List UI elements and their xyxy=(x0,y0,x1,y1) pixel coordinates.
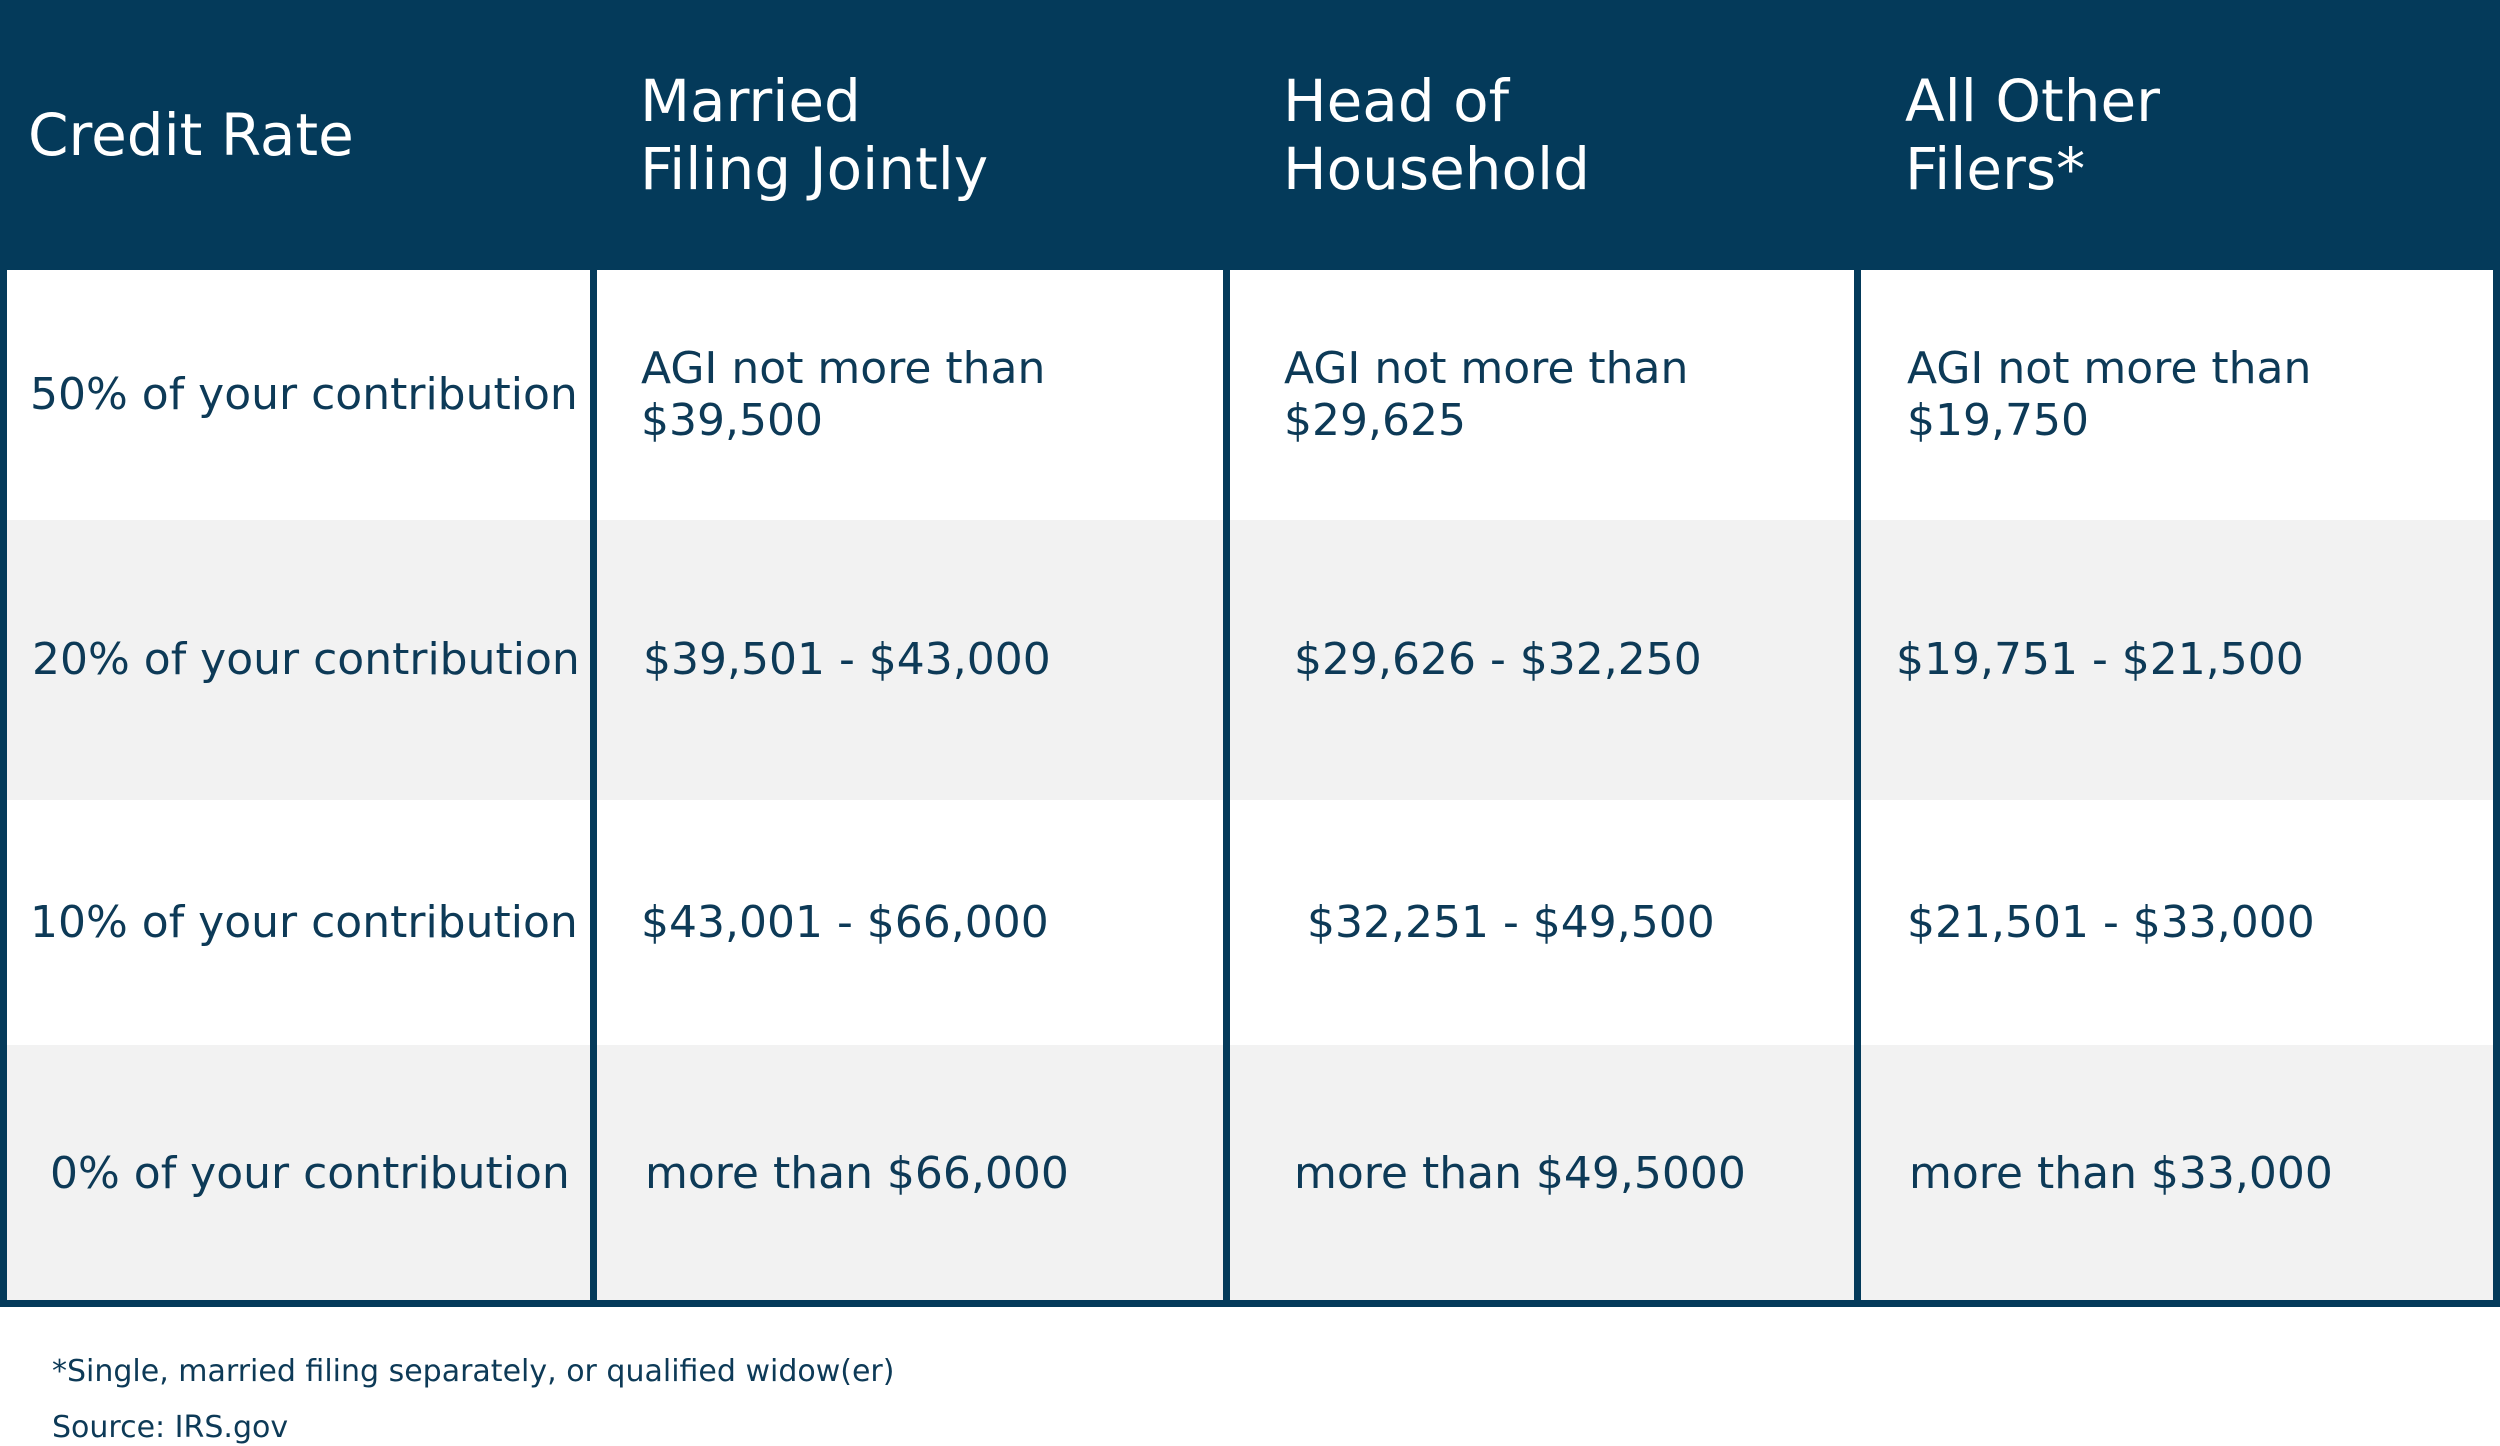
all-other-filers-cell: $19,751 - $21,500 xyxy=(1896,634,2304,685)
all-other-filers-cell: AGI not more than $19,750 xyxy=(1907,343,2312,446)
column-divider xyxy=(1223,270,1230,1302)
header-married-filing-jointly: Married Filing Jointly xyxy=(640,67,989,203)
credit-rate-cell: 20% of your contribution xyxy=(32,634,580,685)
head-of-household-cell: $32,251 - $49,500 xyxy=(1307,896,1715,948)
married-filing-jointly-cell: AGI not more than $39,500 xyxy=(641,343,1046,446)
all-other-filers-cell: $21,501 - $33,000 xyxy=(1907,896,2315,948)
column-divider xyxy=(1854,270,1861,1302)
table-border-left xyxy=(0,270,7,1302)
table-row: 0% of your contribution more than $66,00… xyxy=(0,1045,2500,1302)
married-filing-jointly-cell: $43,001 - $66,000 xyxy=(641,896,1049,948)
all-other-filers-cell: more than $33,000 xyxy=(1909,1147,2333,1199)
table-header: Credit Rate Married Filing Jointly Head … xyxy=(0,0,2500,270)
header-all-other-filers: All Other Filers* xyxy=(1905,67,2161,203)
header-credit-rate: Credit Rate xyxy=(28,101,354,169)
footnote-filers: *Single, married filing separately, or q… xyxy=(52,1354,895,1389)
table-row: 50% of your contribution AGI not more th… xyxy=(0,270,2500,520)
column-divider xyxy=(590,270,597,1302)
table-row: 10% of your contribution $43,001 - $66,0… xyxy=(0,800,2500,1045)
table-border-bottom xyxy=(0,1300,2500,1307)
married-filing-jointly-cell: $39,501 - $43,000 xyxy=(643,634,1051,685)
source-note: Source: IRS.gov xyxy=(52,1410,289,1445)
credit-rate-cell: 0% of your contribution xyxy=(50,1147,570,1199)
table-body: 50% of your contribution AGI not more th… xyxy=(0,270,2500,1302)
head-of-household-cell: more than $49,5000 xyxy=(1294,1147,1746,1199)
credit-rate-cell: 10% of your contribution xyxy=(30,896,578,948)
credit-rate-cell: 50% of your contribution xyxy=(30,369,578,420)
table-row: 20% of your contribution $39,501 - $43,0… xyxy=(0,520,2500,800)
table-border-right xyxy=(2493,270,2500,1302)
head-of-household-cell: AGI not more than $29,625 xyxy=(1284,343,1689,446)
head-of-household-cell: $29,626 - $32,250 xyxy=(1294,634,1702,685)
header-head-of-household: Head of Household xyxy=(1283,67,1590,203)
married-filing-jointly-cell: more than $66,000 xyxy=(645,1147,1069,1199)
